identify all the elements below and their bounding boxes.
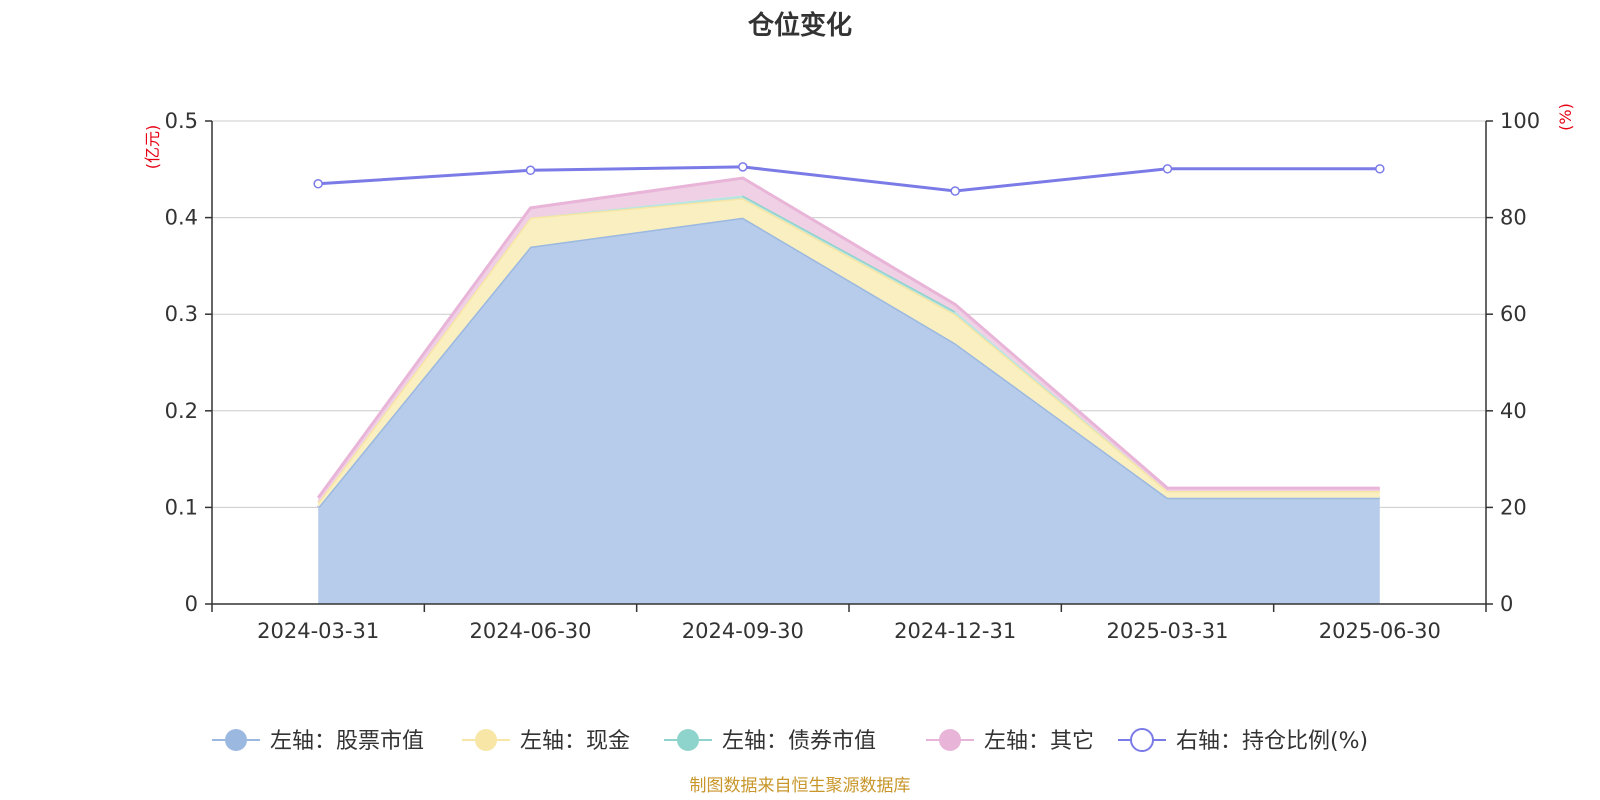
- left-tick-label-3: 0.3: [165, 302, 198, 326]
- legend-marker-4: [939, 729, 961, 751]
- area-1: [318, 217, 1380, 604]
- holding-ratio-line: [318, 165, 1380, 193]
- legend: 左轴：股票市值 左轴：现金 左轴：债券市值 左轴：其它 右轴：持仓比例(%): [212, 728, 1368, 754]
- area-line-4: [316, 176, 1380, 499]
- ratio-point-5: [1162, 164, 1173, 174]
- ratio-point-1: [313, 179, 323, 189]
- legend-label-3: 左轴：债券市值: [722, 729, 876, 754]
- left-axis-unit: (亿元): [143, 125, 162, 170]
- stacked-areas: [316, 176, 1380, 604]
- legend-marker-3: [677, 729, 699, 751]
- chart-title: 仓位变化: [747, 10, 852, 41]
- right-tick-label-4: 80: [1500, 206, 1527, 230]
- ratio-point-4: [950, 186, 960, 196]
- legend-label-4: 左轴：其它: [984, 729, 1094, 754]
- right-tick-label-3: 60: [1500, 302, 1527, 326]
- legend-marker-5: [1130, 728, 1154, 752]
- legend-label-5: 右轴：持仓比例(%): [1176, 729, 1368, 754]
- left-tick-label-0: 0: [185, 592, 198, 616]
- right-axis-unit: (%): [1556, 103, 1575, 131]
- ratio-point-6: [1375, 164, 1385, 174]
- right-tick-label-2: 40: [1500, 399, 1527, 423]
- left-tick-label-5: 0.5: [165, 109, 198, 133]
- x-tick-label-1: 2024-03-31: [257, 619, 379, 643]
- x-tick-label-2: 2024-06-30: [469, 619, 591, 643]
- right-tick-label-5: 100: [1500, 109, 1540, 133]
- x-tick-label-5: 2025-03-31: [1106, 619, 1228, 643]
- left-tick-label-1: 0.1: [165, 495, 198, 519]
- x-tick-label-4: 2024-12-31: [894, 619, 1016, 643]
- left-tick-label-4: 0.4: [165, 206, 198, 230]
- legend-marker-1: [225, 729, 247, 751]
- data-source-note: 制图数据来自恒生聚源数据库: [690, 776, 911, 796]
- axes: 0 0.1 0.2 0.3 0.4 0.5 0 20 40 60 80 100 2024-03-31 20…: [165, 109, 1541, 643]
- ratio-point-2: [525, 165, 536, 176]
- left-tick-label-2: 0.2: [165, 399, 198, 423]
- x-tick-label-3: 2024-09-30: [682, 619, 804, 643]
- ratio-point-3: [738, 162, 748, 172]
- x-tick-label-6: 2025-06-30: [1319, 619, 1441, 643]
- legend-label-1: 左轴：股票市值: [270, 729, 424, 754]
- area-2: [318, 198, 1380, 508]
- right-tick-label-1: 20: [1500, 495, 1527, 519]
- series-lines: [313, 162, 1385, 196]
- right-tick-label-0: 0: [1500, 592, 1513, 616]
- legend-marker-2: [475, 729, 497, 751]
- legend-label-2: 左轴：现金: [520, 729, 630, 754]
